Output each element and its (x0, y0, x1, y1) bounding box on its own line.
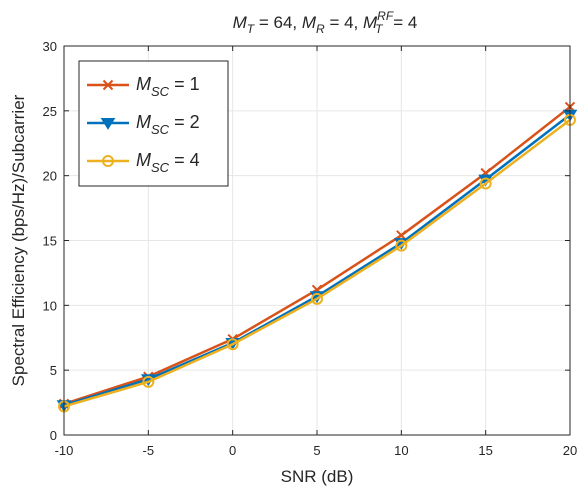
x-axis-label: SNR (dB) (281, 467, 354, 486)
y-tick-label: 30 (43, 39, 57, 54)
series-line (63, 118, 571, 408)
x-tick-label: 10 (394, 443, 408, 458)
title-symbol: M (233, 13, 248, 32)
y-tick-label: 10 (43, 298, 57, 313)
title-text: = 4 (389, 13, 418, 32)
title-subscript: T (247, 22, 256, 36)
chart-title: MT = 64, MR = 4, MRF T = 4 (233, 9, 418, 36)
legend-marker (102, 155, 114, 167)
legend-label: MSC = 2 (136, 112, 200, 137)
title-subscript: R (316, 22, 325, 36)
data-point (142, 375, 155, 388)
data-point (311, 292, 323, 305)
x-tick-label: 5 (313, 443, 320, 458)
title-superscript: RF (377, 9, 394, 23)
data-point (479, 177, 492, 190)
legend-entry: MSC = 4 (87, 150, 200, 175)
legend-marker (102, 79, 114, 91)
series-3 (58, 113, 576, 413)
series-layer (56, 101, 578, 413)
x-tick-label: 15 (478, 443, 492, 458)
legend-marker (100, 118, 116, 130)
title-symbol: M (302, 13, 317, 32)
x-tick-label: 20 (563, 443, 577, 458)
title-text: = 4, (325, 13, 363, 32)
y-tick-label: 5 (50, 363, 57, 378)
legend-label: MSC = 1 (136, 74, 200, 99)
title-symbol: M (363, 13, 378, 32)
y-tick-label: 25 (43, 104, 57, 119)
ticks: -10 -5 0 5 10 15 20 0 5 10 15 20 25 30 (43, 39, 578, 458)
y-tick-label: 0 (50, 428, 57, 443)
data-point (395, 239, 408, 252)
x-tick-label: -10 (55, 443, 74, 458)
legend-entry: MSC = 1 (87, 74, 200, 99)
title-subscript: T (375, 22, 384, 36)
x-tick-label: 0 (229, 443, 236, 458)
legend-label: MSC = 4 (136, 150, 200, 175)
y-tick-label: 20 (43, 169, 57, 184)
x-tick-label: -5 (143, 443, 155, 458)
data-point (226, 338, 239, 351)
y-tick-label: 15 (43, 234, 57, 249)
y-axis-label: Spectral Efficiency (bps/Hz)/Subcarrier (9, 94, 28, 386)
title-text: = 64, (254, 13, 302, 32)
legend: MSC = 1 MSC = 2 MSC = 4 (78, 60, 229, 187)
legend-entry: MSC = 2 (87, 112, 200, 137)
